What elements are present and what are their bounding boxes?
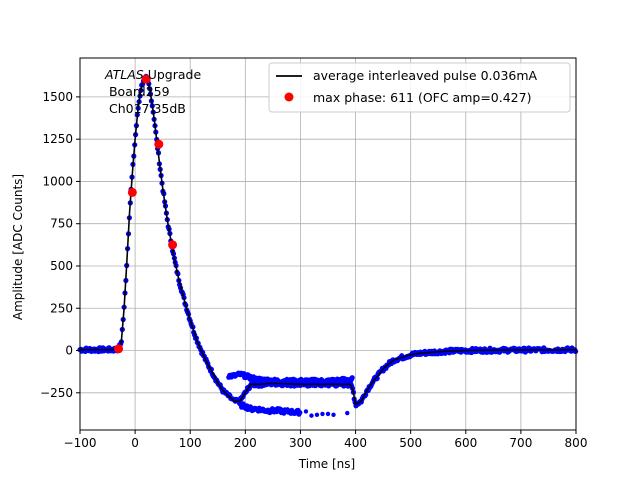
sample-point-upper-band <box>349 375 355 381</box>
x-tick-label: 300 <box>289 436 312 450</box>
y-tick-label: 750 <box>50 217 73 231</box>
annotation-experiment: ATLAS <box>104 67 144 82</box>
max-phase-marker <box>154 139 164 149</box>
experiment-annotation: ATLAS Upgrade Board259 Ch017 35dB <box>104 67 201 116</box>
x-tick-label: −100 <box>64 436 97 450</box>
x-tick-label: 100 <box>179 436 202 450</box>
max-phase-marker <box>141 74 151 84</box>
x-tick-label: 200 <box>234 436 257 450</box>
y-axis-label: Amplitude [ADC Counts] <box>11 174 25 320</box>
sample-point-straggler <box>309 413 314 418</box>
sample-point-straggler <box>314 412 320 417</box>
svg-text:ATLAS Upgrade: ATLAS Upgrade <box>104 67 201 82</box>
x-axis-label: Time [ns] <box>298 457 355 471</box>
x-tick-label: 0 <box>131 436 139 450</box>
x-tick-label: 500 <box>399 436 422 450</box>
axes-frame <box>79 57 577 431</box>
sample-point-straggler <box>320 411 325 417</box>
plot-area <box>77 73 579 418</box>
legend: average interleaved pulse 0.036mA max ph… <box>268 62 571 113</box>
y-tick-label: 1000 <box>42 174 73 188</box>
annotation-experiment-suffix: Upgrade <box>144 67 202 82</box>
sample-point-straggler <box>303 409 309 414</box>
x-tick-label: 400 <box>344 436 367 450</box>
y-tick-label: 0 <box>65 344 73 358</box>
annotation-board: Board259 <box>105 84 170 99</box>
y-tick-label: 1500 <box>42 90 73 104</box>
x-tick-label: 700 <box>509 436 532 450</box>
sample-points <box>77 73 579 418</box>
y-tick-label: −250 <box>40 386 73 400</box>
x-tick-label: 600 <box>454 436 477 450</box>
legend-marker-swatch <box>284 92 294 102</box>
y-tick-label: 1250 <box>42 132 73 146</box>
sample-point-straggler <box>325 411 331 417</box>
average-pulse-line <box>80 77 577 406</box>
sample-point-straggler <box>345 410 350 416</box>
y-tick-label: 250 <box>50 301 73 315</box>
max-phase-marker <box>114 344 124 354</box>
sample-point-straggler <box>331 412 336 417</box>
max-phase-marker <box>168 240 178 250</box>
legend-label-average: average interleaved pulse 0.036mA <box>313 68 538 83</box>
max-phase-marker <box>127 187 137 197</box>
legend-box <box>268 62 571 113</box>
sample-point-lower-band <box>297 410 303 416</box>
y-tick-label: 500 <box>50 259 73 273</box>
y-axis-ticks: −250 0 250 500 750 1000 1250 1500 <box>40 90 80 400</box>
x-tick-label: 800 <box>565 436 588 450</box>
legend-label-max-phase: max phase: 611 (OFC amp=0.427) <box>313 90 531 105</box>
x-axis-ticks: −100 0 100 200 300 400 500 600 700 800 <box>64 430 588 450</box>
annotation-channel: Ch017 35dB <box>105 101 186 116</box>
